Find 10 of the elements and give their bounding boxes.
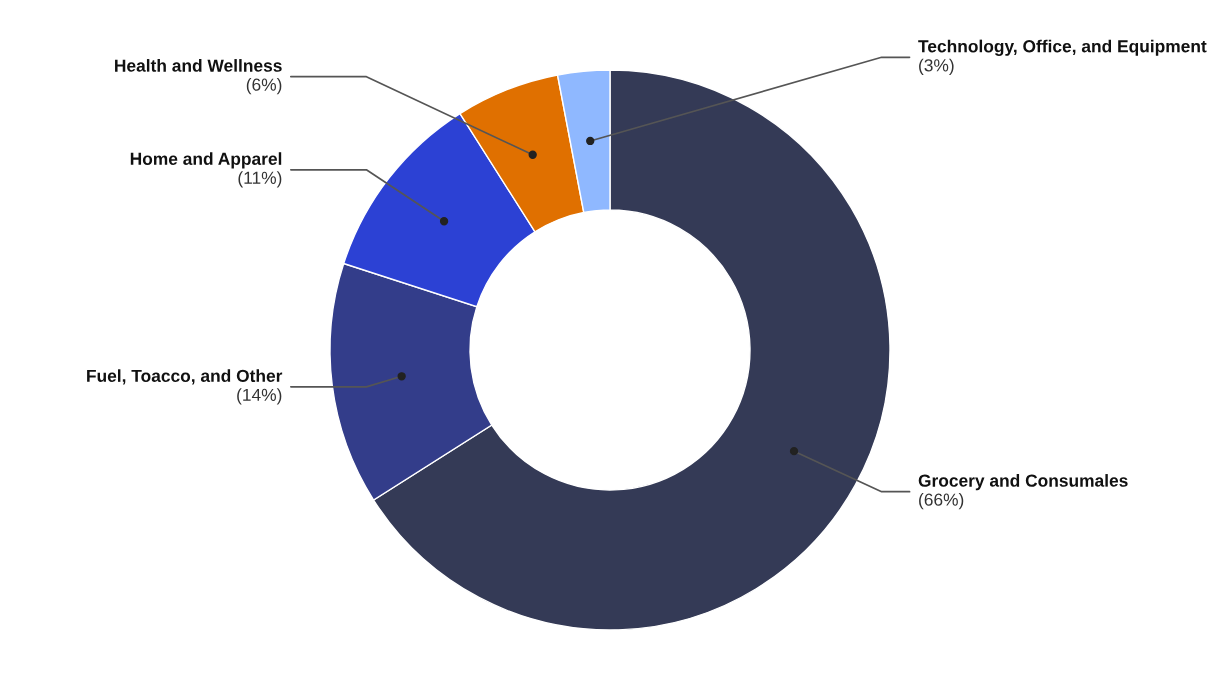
slice-label: Home and Apparel — [130, 152, 282, 169]
slice-label: Health and Wellness — [115, 59, 282, 72]
data-label: (66%) — [919, 493, 964, 510]
data-label: (11%) — [238, 171, 282, 188]
data-label: (3%) — [919, 58, 954, 75]
data-label: (14%) — [237, 388, 282, 405]
data-label: (6%) — [246, 78, 282, 95]
slice-label: Grocery and Consumales — [918, 474, 1128, 491]
slice-label: Technology, Office, and Equipment — [918, 39, 1207, 56]
slice-label: Fuel, Toacco, and Other — [87, 369, 283, 385]
